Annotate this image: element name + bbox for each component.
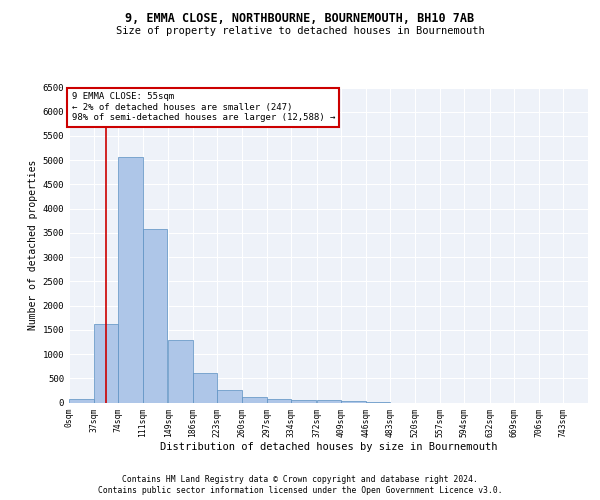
Bar [266,398,291,402]
Bar [143,228,167,402]
Bar [69,399,94,402]
Bar [242,396,266,402]
Bar [193,373,217,402]
Bar [94,324,118,402]
Text: Size of property relative to detached houses in Bournemouth: Size of property relative to detached ho… [116,26,484,36]
Bar [317,400,341,402]
X-axis label: Distribution of detached houses by size in Bournemouth: Distribution of detached houses by size … [160,442,497,452]
Y-axis label: Number of detached properties: Number of detached properties [28,160,38,330]
Text: 9, EMMA CLOSE, NORTHBOURNE, BOURNEMOUTH, BH10 7AB: 9, EMMA CLOSE, NORTHBOURNE, BOURNEMOUTH,… [125,12,475,26]
Text: Contains HM Land Registry data © Crown copyright and database right 2024.: Contains HM Land Registry data © Crown c… [122,475,478,484]
Bar [291,400,316,402]
Text: Contains public sector information licensed under the Open Government Licence v3: Contains public sector information licen… [98,486,502,495]
Bar [168,340,193,402]
Text: 9 EMMA CLOSE: 55sqm
← 2% of detached houses are smaller (247)
98% of semi-detach: 9 EMMA CLOSE: 55sqm ← 2% of detached hou… [71,92,335,122]
Bar [118,158,143,402]
Bar [217,390,242,402]
Bar [341,401,366,402]
